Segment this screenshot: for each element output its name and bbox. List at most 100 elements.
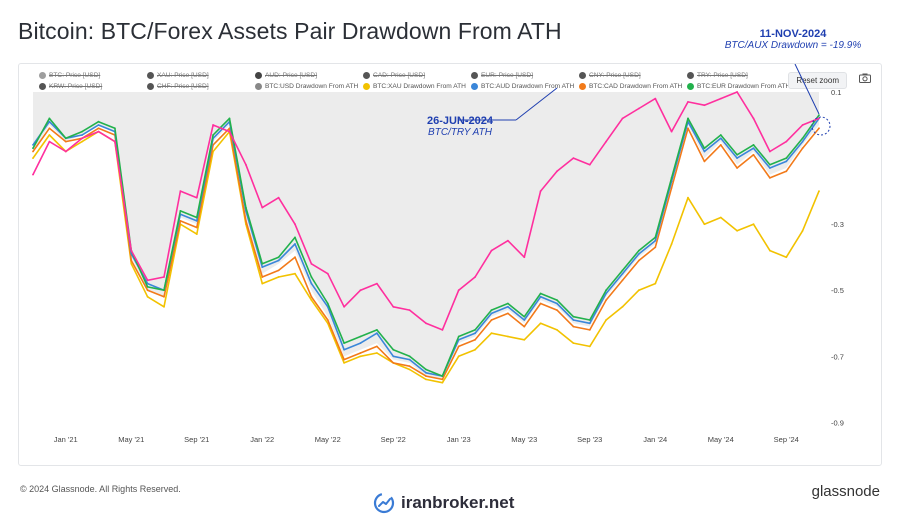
series-point <box>670 130 673 133</box>
series-point <box>261 206 264 209</box>
legend-item[interactable]: AUD: Price [USD] <box>255 72 363 79</box>
series-point <box>195 220 198 222</box>
series-point <box>48 127 51 130</box>
legend-item[interactable]: TRY: Price [USD] <box>687 72 795 79</box>
series-point <box>605 319 607 321</box>
series-point <box>376 329 378 331</box>
try-ath-text: BTC/TRY ATH <box>428 127 492 138</box>
series-point <box>572 157 575 159</box>
series-point <box>785 256 788 259</box>
usd-drawdown-area <box>33 92 819 380</box>
series-point <box>752 147 755 150</box>
legend-label: TRY: Price [USD] <box>697 72 748 79</box>
reset-zoom-button[interactable]: Reset zoom <box>788 72 847 89</box>
legend-swatch <box>147 72 154 79</box>
series-point <box>457 335 460 338</box>
legend-item[interactable]: BTC:CAD Drawdown From ATH <box>579 83 687 90</box>
series-point <box>245 163 247 166</box>
legend-item[interactable]: CNY: Price [USD] <box>579 72 687 79</box>
series-point <box>605 299 607 301</box>
series-point <box>114 140 116 143</box>
series-point <box>245 206 247 209</box>
series-point <box>228 117 231 120</box>
legend-item[interactable]: XAU: Price [USD] <box>147 72 255 79</box>
series-point <box>408 365 411 368</box>
series-point <box>507 239 509 242</box>
series-point <box>163 295 165 298</box>
series-point <box>736 157 738 159</box>
legend-label: KRW: Price [USD] <box>49 83 103 90</box>
series-point <box>261 266 264 268</box>
x-tick-label: Jan '24 <box>643 435 667 444</box>
legend-item[interactable]: BTC:AUD Drawdown From ATH <box>471 83 579 90</box>
legend-swatch <box>363 72 370 79</box>
series-point <box>818 117 820 120</box>
legend-item[interactable]: KRW: Price [USD] <box>39 83 147 90</box>
x-tick-label: Sep '21 <box>184 435 209 444</box>
legend-label: AUD: Price [USD] <box>265 72 318 79</box>
series-point <box>245 220 247 222</box>
series-point <box>212 124 215 126</box>
series-point <box>310 276 313 278</box>
series-point <box>408 355 411 358</box>
series-point <box>163 305 165 308</box>
series-point <box>654 282 657 285</box>
series-point <box>801 229 804 232</box>
series-point <box>261 262 264 265</box>
series-point <box>457 355 460 358</box>
series-point <box>752 144 755 146</box>
series-point <box>572 325 575 328</box>
series-point <box>670 243 673 245</box>
series-point <box>408 358 411 361</box>
legend-swatch <box>363 83 370 90</box>
watermark-text: iranbroker.net <box>401 493 515 512</box>
legend-swatch <box>579 83 586 90</box>
aux-date: 11-NOV-2024 <box>759 28 827 40</box>
series-point <box>719 216 722 219</box>
series-point <box>588 329 591 331</box>
legend-item[interactable]: CAD: Price [USD] <box>363 72 471 79</box>
series-point <box>703 160 706 163</box>
aux-pointer <box>794 64 820 115</box>
legend-item[interactable]: BTC:EUR Drawdown From ATH <box>687 83 795 90</box>
aux-annotation: 11-NOV-2024 BTC/AUX Drawdown = -19.9% <box>707 28 879 51</box>
x-tick-label: May '21 <box>118 435 144 444</box>
series-point <box>261 282 264 285</box>
series-point <box>376 332 378 335</box>
legend-label: BTC:XAU Drawdown From ATH <box>373 83 466 90</box>
series-point <box>654 97 657 100</box>
legend-item[interactable]: BTC: Price [USD] <box>39 72 147 79</box>
series-point <box>425 322 427 325</box>
series-point <box>785 140 788 143</box>
iranbroker-icon <box>373 492 395 514</box>
legend-label: XAU: Price [USD] <box>157 72 209 79</box>
series-point <box>294 243 296 245</box>
legend-item[interactable]: EUR: Price [USD] <box>471 72 579 79</box>
camera-icon[interactable] <box>859 73 871 83</box>
legend-item[interactable]: BTC:USD Drawdown From ATH <box>255 83 363 90</box>
series-point <box>687 101 689 103</box>
series-point <box>114 127 116 130</box>
series-point <box>523 325 526 328</box>
legend-label: BTC:CAD Drawdown From ATH <box>589 83 683 90</box>
series-point <box>441 375 444 377</box>
series-point <box>441 381 444 384</box>
chart-title: Bitcoin: BTC/Forex Assets Pair Drawdown … <box>18 18 562 44</box>
legend-label: BTC:EUR Drawdown From ATH <box>697 83 791 90</box>
series-point <box>703 147 706 150</box>
legend-swatch <box>471 72 478 79</box>
series-point <box>572 315 575 318</box>
series-point <box>670 177 673 179</box>
series-point <box>605 140 607 143</box>
legend-item[interactable]: BTC:XAU Drawdown From ATH <box>363 83 471 90</box>
series-point <box>32 147 34 150</box>
series-point <box>474 276 476 278</box>
series-point <box>310 262 313 265</box>
legend-item[interactable]: CHF: Price [USD] <box>147 83 255 90</box>
series-point <box>523 315 526 318</box>
series-point <box>130 262 133 265</box>
series-point <box>146 279 149 282</box>
series-point <box>638 107 640 110</box>
series-point <box>343 358 345 361</box>
series-point <box>457 289 460 292</box>
